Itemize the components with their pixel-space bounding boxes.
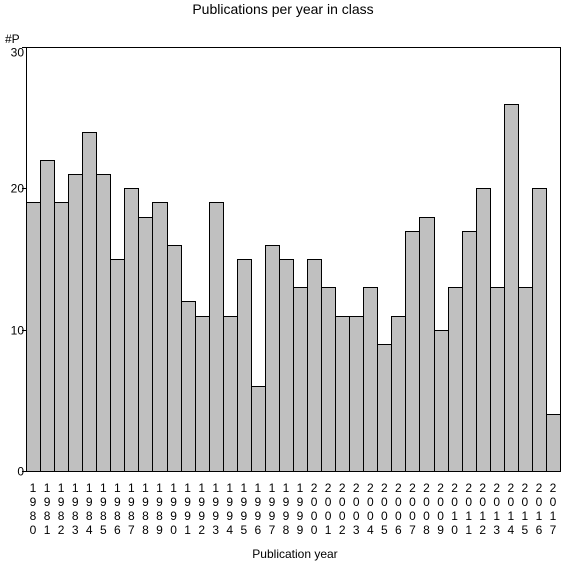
bar-1981 [40,160,55,472]
y-axis-label: #P [5,32,20,46]
bar-1998 [279,259,294,472]
plot-frame [26,47,561,472]
bar-2013 [490,287,505,472]
bar-2011 [462,231,477,472]
bar-1994 [223,316,238,472]
y-axis: 0 10 20 30 [11,46,26,479]
bar-1995 [237,259,252,472]
y-tick-label: 30 [11,46,25,60]
bar-2002 [335,316,350,472]
y-tick-label: 20 [11,182,25,196]
bar-1984 [82,132,97,472]
bar-2005 [377,344,392,472]
bar-1999 [293,287,308,472]
bar-2016 [532,188,547,472]
bar-2001 [321,287,336,472]
bar-1985 [96,174,111,472]
bar-1986 [110,259,125,472]
bar-2014 [504,104,519,472]
bar-1990 [167,245,182,472]
y-tick-label: 0 [17,465,24,479]
bar-2000 [307,259,322,472]
bar-2006 [391,316,406,472]
bar-1992 [195,316,210,472]
bar-1997 [265,245,280,472]
bar-1988 [138,217,153,472]
bar-1996 [251,386,266,472]
bar-2008 [419,217,435,472]
bar-2007 [405,231,420,472]
bar-2004 [363,287,378,472]
chart-title: Publications per year in class [192,1,373,17]
bars [26,104,561,472]
bar-1983 [68,174,83,472]
bar-1982 [54,202,69,472]
bar-1989 [152,202,168,472]
bar-2009 [434,330,449,472]
bar-2010 [448,287,463,472]
x-axis: 1 9 8 0 1 9 8 1 1 9 8 2 1 9 8 3 1 9 8 4 1 9 8 5 1 9 8 6 1 9 8 7 1 9 8 8 1 9 8 9… [30,481,557,537]
bar-2012 [476,188,491,472]
bar-2015 [518,287,533,472]
bar-1987 [124,188,139,472]
y-tick-label: 10 [11,324,25,338]
x-axis-label: Publication year [252,547,337,561]
bar-2017 [546,414,561,472]
bar-1991 [181,301,196,472]
bar-2003 [349,316,364,472]
bar-1980 [26,202,41,472]
bar-1993 [209,202,224,472]
